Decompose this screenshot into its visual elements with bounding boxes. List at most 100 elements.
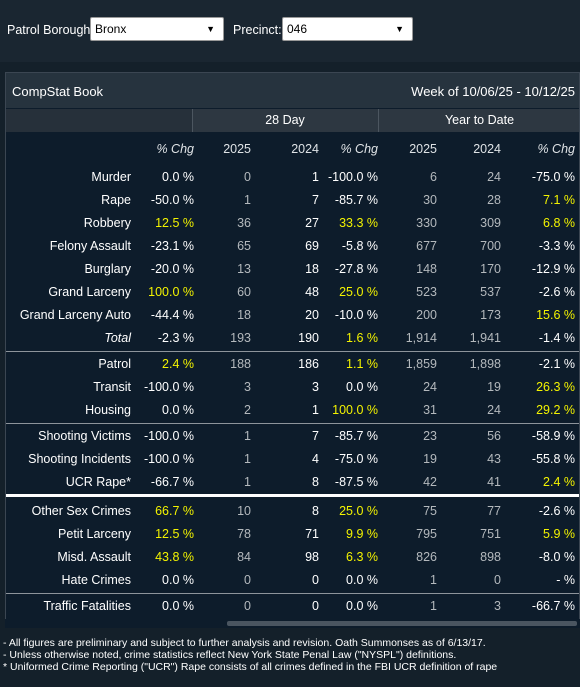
cell-wk: -2.3 % — [157, 331, 194, 345]
cell-ychg: -66.7 % — [531, 599, 575, 613]
table-row: Rape -50.0 % 1 7 -85.7 % 30 28 7.1 % — [6, 189, 579, 212]
cell-d24: 190 — [298, 331, 319, 345]
cell-y24: 537 — [480, 285, 501, 299]
cell-d24: 27 — [305, 216, 319, 230]
chevron-down-icon: ▼ — [395, 24, 404, 34]
cell-ychg: 26.3 % — [536, 380, 575, 394]
cell-d25: 193 — [230, 331, 251, 345]
cell-y24: 751 — [480, 527, 501, 541]
cell-dchg: -87.5 % — [334, 475, 378, 489]
cell-y24: 700 — [480, 239, 501, 253]
cell-d24: 48 — [305, 285, 319, 299]
cell-d25: 1 — [244, 475, 251, 489]
cell-d24: 0 — [312, 599, 319, 613]
week-range: Week of 10/06/25 - 10/12/25 — [411, 84, 575, 99]
cell-y25: 330 — [416, 216, 437, 230]
cell-y25: 42 — [423, 475, 437, 489]
cell-wk: 43.8 % — [155, 550, 194, 564]
cell-y24: 0 — [494, 573, 501, 587]
footnotes: - All figures are preliminary and subjec… — [3, 637, 578, 673]
cell-dchg: 1.6 % — [346, 331, 378, 345]
cell-dchg: -27.8 % — [334, 262, 378, 276]
cell-y25: 75 — [423, 504, 437, 518]
column-group-header: 28 Day Year to Date — [6, 109, 579, 132]
cell-y25: 1,859 — [405, 357, 437, 371]
cell-ychg: -12.9 % — [531, 262, 575, 276]
cell-y25: 148 — [416, 262, 437, 276]
scrollbar-thumb[interactable] — [227, 621, 577, 626]
filter-bar: Patrol Borough: Bronx ▼ Precinct: 046 ▼ — [0, 0, 580, 62]
column-header: % Chg — [537, 142, 575, 156]
cell-d24: 4 — [312, 452, 319, 466]
borough-select[interactable]: Bronx ▼ — [90, 17, 224, 41]
cell-y24: 56 — [487, 429, 501, 443]
group-28-day: 28 Day — [265, 113, 305, 127]
cell-d24: 1 — [312, 403, 319, 417]
cell-d24: 7 — [312, 193, 319, 207]
cell-d25: 78 — [237, 527, 251, 541]
column-header: % Chg — [340, 142, 378, 156]
cell-dchg: 1.1 % — [346, 357, 378, 371]
cell-dchg: -85.7 % — [334, 193, 378, 207]
table-row: Shooting Victims -100.0 % 1 7 -85.7 % 23 56 -58… — [6, 425, 579, 448]
cell-d24: 8 — [312, 475, 319, 489]
cell-d25: 1 — [244, 429, 251, 443]
row-label: Burglary — [84, 262, 131, 276]
table-row: Felony Assault -23.1 % 65 69 -5.8 % 677 700 -3.… — [6, 235, 579, 258]
cell-y25: 795 — [416, 527, 437, 541]
cell-wk: 2.4 % — [162, 357, 194, 371]
cell-y25: 826 — [416, 550, 437, 564]
cell-d25: 0 — [244, 170, 251, 184]
table-row: Hate Crimes 0.0 % 0 0 0.0 % 1 0 - % — [6, 569, 579, 592]
cell-dchg: -5.8 % — [341, 239, 378, 253]
cell-dchg: 25.0 % — [339, 285, 378, 299]
row-label: UCR Rape* — [65, 475, 131, 489]
cell-d25: 60 — [237, 285, 251, 299]
row-label: Rape — [101, 193, 131, 207]
precinct-select[interactable]: 046 ▼ — [282, 17, 413, 41]
cell-d25: 10 — [237, 504, 251, 518]
row-label: Shooting Incidents — [28, 452, 131, 466]
group-year-to-date: Year to Date — [444, 113, 515, 127]
cell-d24: 20 — [305, 308, 319, 322]
cell-dchg: 25.0 % — [339, 504, 378, 518]
table-row: Shooting Incidents -100.0 % 1 4 -75.0 % 19 43 -… — [6, 448, 579, 471]
cell-y25: 1,914 — [405, 331, 437, 345]
cell-ychg: -2.6 % — [538, 504, 575, 518]
table-row: UCR Rape* -66.7 % 1 8 -87.5 % 42 41 2.4 % — [6, 471, 579, 494]
cell-wk: -100.0 % — [143, 380, 194, 394]
cell-y25: 1 — [430, 599, 437, 613]
section-divider — [6, 593, 579, 594]
cell-d25: 1 — [244, 193, 251, 207]
cell-y24: 77 — [487, 504, 501, 518]
table-row: Other Sex Crimes 66.7 % 10 8 25.0 % 75 77 -2.6 … — [6, 500, 579, 523]
cell-dchg: 0.0 % — [346, 380, 378, 394]
cell-ychg: -1.4 % — [538, 331, 575, 345]
column-header-row: % Chg 2025 2024 % Chg 2025 2024 % Chg — [6, 138, 579, 161]
cell-y24: 24 — [487, 403, 501, 417]
cell-y24: 43 — [487, 452, 501, 466]
cell-d24: 0 — [312, 573, 319, 587]
cell-wk: -44.4 % — [150, 308, 194, 322]
row-label: Shooting Victims — [38, 429, 131, 443]
row-label: Patrol — [98, 357, 131, 371]
cell-y25: 6 — [430, 170, 437, 184]
row-label: Felony Assault — [49, 239, 131, 253]
table-row: Grand Larceny Auto -44.4 % 18 20 -10.0 % 200 1… — [6, 304, 579, 327]
group-divider — [378, 109, 379, 132]
horizontal-scrollbar[interactable] — [5, 619, 580, 628]
cell-dchg: -75.0 % — [334, 452, 378, 466]
cell-ychg: -2.1 % — [538, 357, 575, 371]
cell-d24: 186 — [298, 357, 319, 371]
table-row: Petit Larceny 12.5 % 78 71 9.9 % 795 751 5.9 % — [6, 523, 579, 546]
row-label: Traffic Fatalities — [43, 599, 131, 613]
row-label: Transit — [93, 380, 131, 394]
cell-d25: 0 — [244, 599, 251, 613]
chevron-down-icon: ▼ — [206, 24, 215, 34]
cell-wk: -100.0 % — [143, 452, 194, 466]
cell-dchg: -100.0 % — [327, 170, 378, 184]
panel-header: CompStat Book Week of 10/06/25 - 10/12/2… — [6, 73, 579, 108]
cell-ychg: -3.3 % — [538, 239, 575, 253]
cell-ychg: 2.4 % — [543, 475, 575, 489]
cell-d25: 65 — [237, 239, 251, 253]
